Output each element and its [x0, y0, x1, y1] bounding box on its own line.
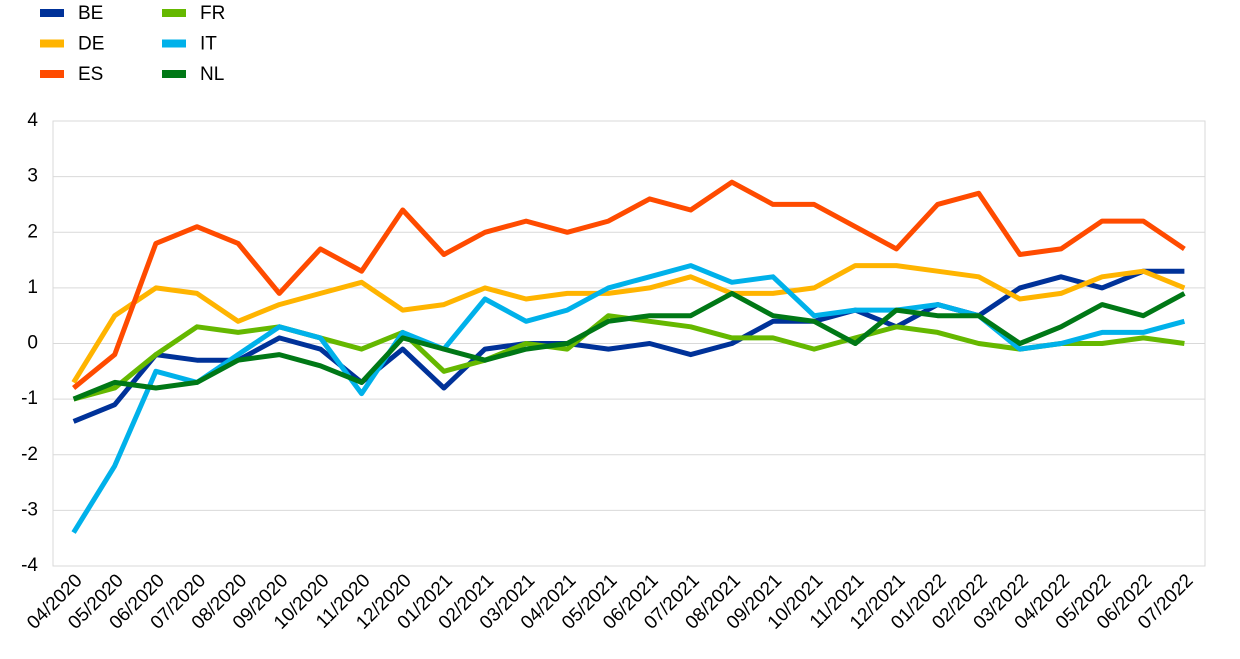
- legend-swatch: [162, 39, 186, 48]
- legend-label: BE: [78, 3, 103, 24]
- legend-swatch: [40, 9, 64, 17]
- y-tick-label: 1: [27, 277, 38, 298]
- y-tick-label: 2: [27, 221, 38, 242]
- legend-swatch: [40, 39, 64, 48]
- y-tick-label: 3: [27, 166, 38, 187]
- y-tick-label: -3: [21, 499, 38, 520]
- legend-label: IT: [200, 34, 217, 55]
- legend-label: FR: [200, 3, 225, 24]
- legend-label: ES: [78, 64, 103, 85]
- legend-label: NL: [200, 64, 224, 85]
- legend-swatch: [162, 9, 186, 17]
- legend-label: DE: [78, 34, 104, 55]
- y-tick-label: 4: [27, 110, 38, 131]
- y-tick-label: -2: [21, 444, 38, 465]
- series-line: [72, 179, 1186, 390]
- series-line: [72, 290, 1186, 402]
- y-tick-label: 0: [27, 333, 38, 354]
- legend-swatch: [40, 70, 64, 78]
- y-tick-label: -1: [21, 388, 38, 409]
- series-line: [72, 268, 1185, 424]
- legend-swatch: [162, 70, 186, 78]
- series-line: [71, 263, 1186, 384]
- y-tick-label: -4: [21, 555, 38, 576]
